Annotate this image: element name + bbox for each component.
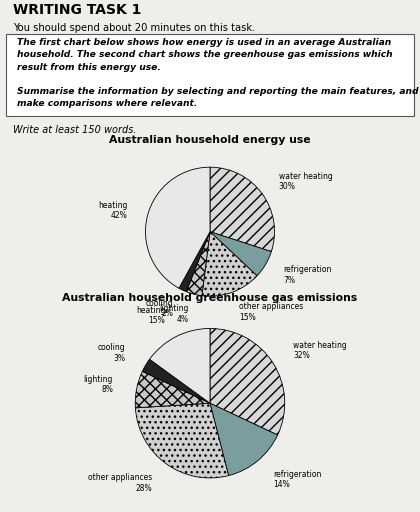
- Text: other appliances
15%: other appliances 15%: [239, 302, 303, 322]
- Text: The first chart below shows how energy is used in an average Australian
househol: The first chart below shows how energy i…: [17, 38, 418, 108]
- Wedge shape: [210, 329, 285, 435]
- Title: Australian household greenhouse gas emissions: Australian household greenhouse gas emis…: [63, 293, 357, 304]
- Text: heating
42%: heating 42%: [98, 201, 128, 220]
- Wedge shape: [186, 231, 210, 296]
- Text: heating
15%: heating 15%: [136, 306, 165, 325]
- Wedge shape: [145, 167, 210, 288]
- Text: lighting
4%: lighting 4%: [160, 305, 189, 324]
- Text: WRITING TASK 1: WRITING TASK 1: [13, 3, 141, 17]
- Wedge shape: [179, 231, 210, 292]
- Text: cooling
3%: cooling 3%: [97, 343, 125, 362]
- Wedge shape: [150, 329, 210, 403]
- Text: refrigeration
7%: refrigeration 7%: [284, 265, 332, 285]
- FancyBboxPatch shape: [6, 34, 414, 116]
- Wedge shape: [135, 403, 228, 478]
- Text: water heating
30%: water heating 30%: [279, 172, 333, 191]
- Text: lighting
8%: lighting 8%: [84, 375, 113, 394]
- Text: You should spend about 20 minutes on this task.: You should spend about 20 minutes on thi…: [13, 24, 255, 33]
- Text: cooling
2%: cooling 2%: [146, 299, 174, 318]
- Text: refrigeration
14%: refrigeration 14%: [273, 470, 321, 489]
- Wedge shape: [210, 403, 278, 476]
- Title: Australian household energy use: Australian household energy use: [109, 135, 311, 145]
- Wedge shape: [210, 231, 271, 276]
- Text: water heating
32%: water heating 32%: [293, 340, 347, 360]
- Wedge shape: [142, 359, 210, 403]
- Wedge shape: [135, 371, 210, 408]
- Text: Write at least 150 words.: Write at least 150 words.: [13, 125, 136, 135]
- Wedge shape: [210, 167, 275, 251]
- Text: other appliances
28%: other appliances 28%: [88, 473, 152, 493]
- Wedge shape: [202, 231, 257, 296]
